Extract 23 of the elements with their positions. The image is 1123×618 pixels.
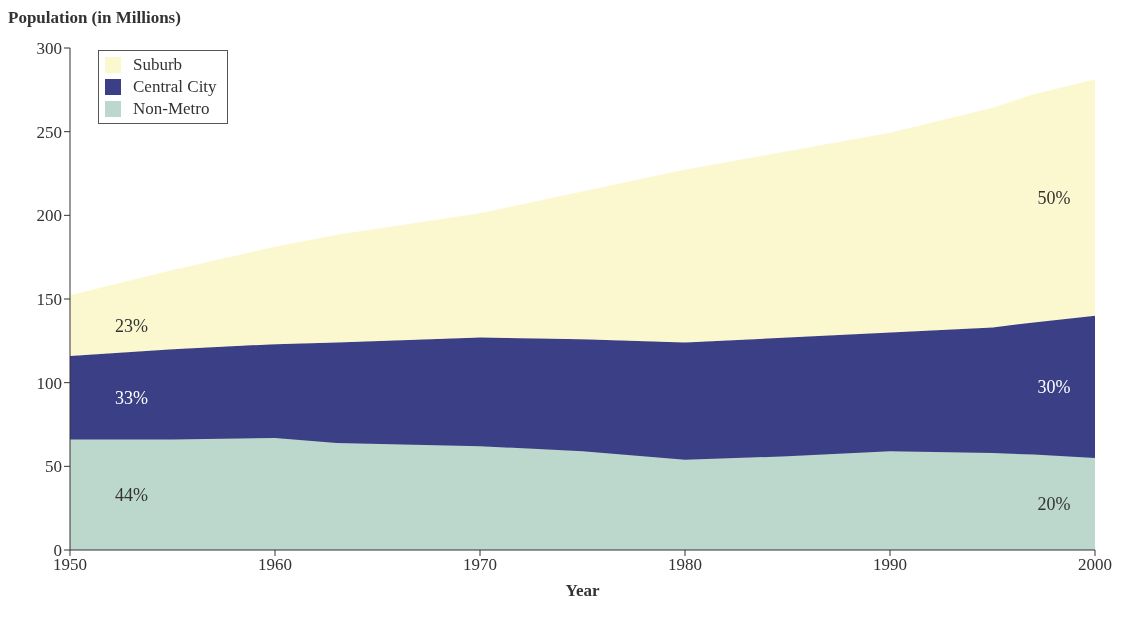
annotation: 30% — [1037, 377, 1071, 398]
annotation: 50% — [1037, 188, 1071, 209]
annotation: 44% — [115, 485, 148, 506]
x-tick-label: 1990 — [873, 555, 907, 575]
annotation: 23% — [115, 316, 148, 337]
legend-label: Central City — [133, 76, 217, 98]
x-tick-label: 1980 — [668, 555, 702, 575]
y-tick-label: 200 — [36, 206, 62, 226]
x-tick-label: 1950 — [53, 555, 87, 575]
y-tick-label: 50 — [45, 457, 62, 477]
legend-label: Non-Metro — [133, 98, 210, 120]
y-tick-label: 100 — [36, 373, 62, 393]
x-tick-label: 2000 — [1078, 555, 1112, 575]
x-tick-label: 1970 — [463, 555, 497, 575]
x-tick-label: 1960 — [258, 555, 292, 575]
annotation: 20% — [1037, 494, 1071, 515]
y-tick-label: 300 — [36, 39, 62, 59]
y-axis-title: Population (in Millions) — [8, 8, 181, 28]
y-tick-label: 250 — [36, 122, 62, 142]
annotation: 33% — [115, 388, 148, 409]
y-tick-label: 150 — [36, 290, 62, 310]
legend-label: Suburb — [133, 54, 183, 76]
x-axis-title: Year — [565, 581, 600, 600]
